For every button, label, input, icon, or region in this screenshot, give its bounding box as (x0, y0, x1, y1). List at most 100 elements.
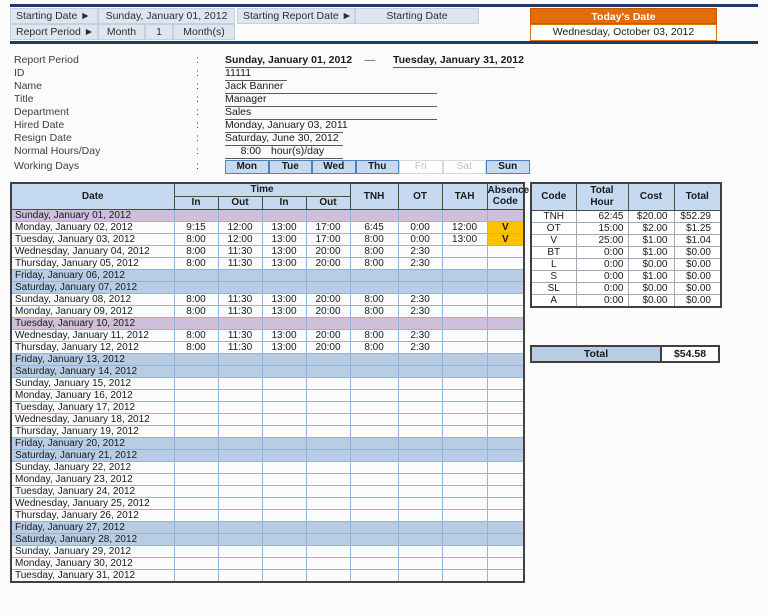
out2-cell[interactable]: 20:00 (305, 256, 351, 270)
absence-code-cell[interactable] (486, 412, 525, 426)
out1-cell[interactable] (217, 388, 263, 402)
out1-cell[interactable] (217, 400, 263, 414)
in1-cell[interactable] (173, 532, 219, 546)
absence-code-cell[interactable] (486, 568, 525, 582)
out2-cell[interactable] (305, 352, 351, 366)
in1-cell[interactable] (173, 376, 219, 390)
absence-code-cell[interactable] (486, 268, 525, 282)
in2-cell[interactable]: 13:00 (261, 244, 307, 258)
absence-code-cell[interactable] (486, 436, 525, 450)
absence-code-cell[interactable]: V (486, 220, 525, 234)
out2-cell[interactable] (305, 532, 351, 546)
working-day-toggle-fri[interactable]: Fri (399, 160, 443, 174)
out1-cell[interactable] (217, 544, 263, 558)
in2-cell[interactable]: 13:00 (261, 232, 307, 246)
in2-cell[interactable] (261, 208, 307, 222)
absence-code-cell[interactable] (486, 424, 525, 438)
in1-cell[interactable] (173, 316, 219, 330)
field-value-input[interactable]: Manager (225, 93, 437, 107)
in2-cell[interactable] (261, 520, 307, 534)
in1-cell[interactable] (173, 472, 219, 486)
report-period-from[interactable]: Sunday, January 01, 2012 (225, 54, 353, 68)
report-period-count-input[interactable]: 1 (145, 24, 173, 40)
out2-cell[interactable] (305, 496, 351, 510)
out2-cell[interactable] (305, 388, 351, 402)
out2-cell[interactable] (305, 436, 351, 450)
absence-code-cell[interactable] (486, 328, 525, 342)
in1-cell[interactable] (173, 400, 219, 414)
field-value-input[interactable]: Sales (225, 106, 437, 120)
in1-cell[interactable] (173, 520, 219, 534)
out2-cell[interactable] (305, 556, 351, 570)
out2-cell[interactable] (305, 568, 351, 582)
out1-cell[interactable] (217, 376, 263, 390)
in2-cell[interactable]: 13:00 (261, 340, 307, 354)
in1-cell[interactable]: 8:00 (173, 328, 219, 342)
in1-cell[interactable] (173, 352, 219, 366)
starting-report-date-input[interactable]: Starting Date (355, 8, 479, 24)
in1-cell[interactable]: 8:00 (173, 340, 219, 354)
field-value-input[interactable]: Monday, January 03, 2011 (225, 119, 348, 133)
cost-cell[interactable]: $0.00 (627, 281, 675, 295)
in1-cell[interactable] (173, 424, 219, 438)
in2-cell[interactable] (261, 436, 307, 450)
in1-cell[interactable] (173, 460, 219, 474)
in1-cell[interactable] (173, 436, 219, 450)
working-day-toggle-sun[interactable]: Sun (486, 160, 530, 174)
report-period-unit[interactable]: Month (98, 24, 145, 40)
out1-cell[interactable] (217, 424, 263, 438)
absence-code-cell[interactable] (486, 208, 525, 222)
in1-cell[interactable] (173, 364, 219, 378)
absence-code-cell[interactable] (486, 376, 525, 390)
out1-cell[interactable] (217, 208, 263, 222)
out2-cell[interactable] (305, 376, 351, 390)
out1-cell[interactable] (217, 280, 263, 294)
in1-cell[interactable] (173, 448, 219, 462)
cost-cell[interactable]: $1.00 (627, 233, 675, 247)
out2-cell[interactable] (305, 472, 351, 486)
report-period-to[interactable]: Tuesday, January 31, 2012 (393, 54, 524, 68)
out1-cell[interactable] (217, 352, 263, 366)
in2-cell[interactable] (261, 508, 307, 522)
out1-cell[interactable] (217, 484, 263, 498)
in2-cell[interactable] (261, 280, 307, 294)
in1-cell[interactable] (173, 544, 219, 558)
out1-cell[interactable] (217, 460, 263, 474)
in2-cell[interactable] (261, 268, 307, 282)
in2-cell[interactable] (261, 448, 307, 462)
absence-code-cell[interactable] (486, 508, 525, 522)
out1-cell[interactable] (217, 472, 263, 486)
in2-cell[interactable] (261, 316, 307, 330)
in2-cell[interactable] (261, 364, 307, 378)
in2-cell[interactable] (261, 388, 307, 402)
out1-cell[interactable] (217, 508, 263, 522)
in2-cell[interactable] (261, 568, 307, 582)
cost-cell[interactable]: $0.00 (627, 293, 675, 307)
absence-code-cell[interactable] (486, 544, 525, 558)
working-day-toggle-mon[interactable]: Mon (225, 160, 269, 174)
in1-cell[interactable] (173, 508, 219, 522)
in2-cell[interactable]: 13:00 (261, 328, 307, 342)
field-value-input[interactable]: 11111 (225, 67, 287, 81)
out2-cell[interactable] (305, 520, 351, 534)
absence-code-cell[interactable] (486, 484, 525, 498)
out1-cell[interactable]: 11:30 (217, 340, 263, 354)
out1-cell[interactable]: 11:30 (217, 328, 263, 342)
out1-cell[interactable]: 12:00 (217, 232, 263, 246)
field-value-input[interactable]: Saturday, June 30, 2012 (225, 132, 343, 146)
cost-cell[interactable]: $20.00 (627, 209, 675, 223)
out2-cell[interactable] (305, 268, 351, 282)
in1-cell[interactable] (173, 412, 219, 426)
out2-cell[interactable]: 20:00 (305, 340, 351, 354)
cost-cell[interactable]: $0.00 (627, 257, 675, 271)
in2-cell[interactable] (261, 400, 307, 414)
in2-cell[interactable] (261, 376, 307, 390)
in2-cell[interactable]: 13:00 (261, 220, 307, 234)
out1-cell[interactable]: 11:30 (217, 292, 263, 306)
absence-code-cell[interactable] (486, 364, 525, 378)
out1-cell[interactable] (217, 556, 263, 570)
out2-cell[interactable] (305, 424, 351, 438)
absence-code-cell[interactable] (486, 292, 525, 306)
out1-cell[interactable] (217, 412, 263, 426)
out1-cell[interactable] (217, 496, 263, 510)
